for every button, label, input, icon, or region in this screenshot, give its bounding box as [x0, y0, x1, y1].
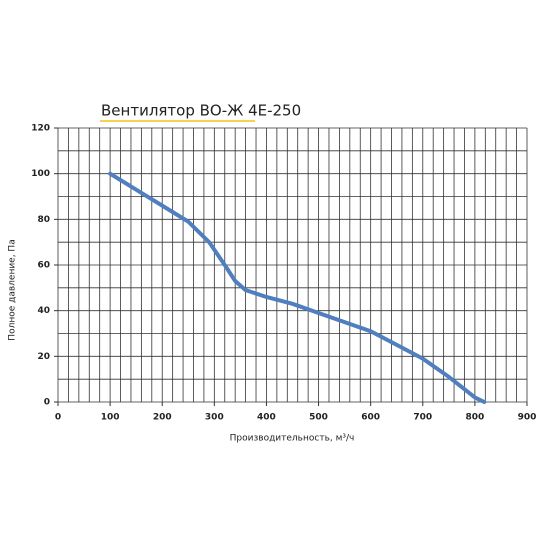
- y-tick-label: 60: [37, 261, 50, 271]
- y-tick-label: 20: [37, 352, 50, 362]
- chart-title: Вентилятор ВО-Ж 4Е-250: [101, 102, 301, 120]
- x-tick-label: 0: [55, 413, 61, 423]
- y-tick-label: 120: [31, 124, 50, 134]
- x-tick-label: 800: [465, 413, 484, 423]
- y-tick-label: 80: [37, 215, 50, 225]
- x-tick-label: 700: [413, 413, 432, 423]
- x-tick-label: 500: [309, 413, 328, 423]
- x-tick-label: 400: [257, 413, 276, 423]
- x-tick-label: 600: [361, 413, 380, 423]
- curve: [108, 171, 487, 404]
- y-tick-label: 0: [44, 398, 50, 408]
- y-tick-label: 40: [37, 306, 50, 316]
- x-axis-label: Производительность, м³/ч: [230, 434, 355, 444]
- x-tick-label: 900: [518, 413, 537, 423]
- x-tick-label: 100: [101, 413, 120, 423]
- y-tick-label: 100: [31, 169, 50, 179]
- x-tick-label: 300: [205, 413, 224, 423]
- x-tick-label: 200: [153, 413, 172, 423]
- y-axis-label: Полное давление, Па: [8, 239, 18, 340]
